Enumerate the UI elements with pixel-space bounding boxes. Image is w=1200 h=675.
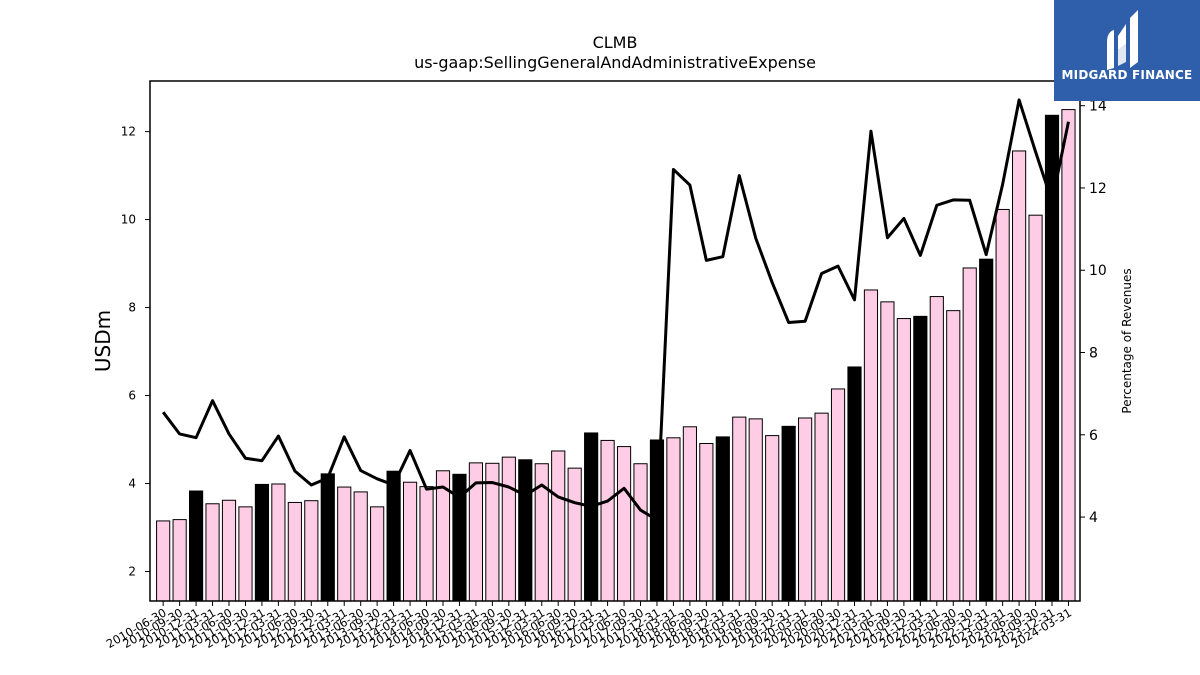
- bar-2012-03-31: [271, 483, 286, 602]
- bar-2017-06-30: [616, 446, 632, 602]
- axes-group: 246810124681012142010-06-302010-09-30201…: [104, 80, 1107, 651]
- y2-tick-label: 6: [1089, 428, 1098, 444]
- bar-2019-03-31: [732, 416, 747, 602]
- bar-2017-03-31: [600, 439, 615, 602]
- bar-2021-03-31: [863, 289, 879, 602]
- y-tick-label: 4: [128, 477, 136, 491]
- bar-2020-06-30: [814, 412, 829, 602]
- bar-2012-12-31: [320, 473, 335, 602]
- bar-2010-06-30: [156, 520, 171, 602]
- bar-2019-12-31: [781, 425, 796, 602]
- bar-2023-03-31: [995, 208, 1010, 602]
- bar-2020-03-31: [798, 417, 813, 602]
- y-axis-label: USDm: [91, 310, 115, 372]
- bar-2014-06-30: [419, 486, 434, 602]
- bar-2020-12-31: [847, 366, 862, 602]
- brand-logo: MIDGARD FINANCE: [1054, 0, 1200, 101]
- bar-2019-06-30: [748, 418, 763, 602]
- bar-2015-09-30: [501, 456, 516, 602]
- chart-title: CLMB: [593, 33, 638, 52]
- bar-2018-03-31: [666, 437, 681, 602]
- y-tick-label: 6: [128, 389, 136, 403]
- bar-2017-09-30: [633, 463, 648, 602]
- bar-2021-09-30: [896, 318, 911, 602]
- y2-tick-label: 14: [1089, 99, 1107, 115]
- bar-2016-12-31: [584, 432, 599, 602]
- percentage-line: [161, 98, 1070, 522]
- bar-2011-03-31: [205, 503, 220, 602]
- y2-tick-label: 4: [1089, 510, 1098, 526]
- bar-2010-09-30: [172, 519, 187, 602]
- bar-2021-06-30: [880, 301, 895, 602]
- y2-tick-label: 8: [1089, 346, 1098, 362]
- logo-text: MIDGARD FINANCE: [1061, 68, 1193, 82]
- y2-tick-label: 12: [1089, 181, 1107, 197]
- y-tick-label: 8: [128, 301, 136, 315]
- bar-2024-03-31: [1061, 109, 1076, 602]
- bar-2023-06-30: [1012, 150, 1027, 602]
- bar-2023-09-30: [1028, 214, 1043, 602]
- y2-axis-label: Percentage of Revenues: [1120, 268, 1134, 413]
- chart-subtitle: us-gaap:SellingGeneralAndAdministrativeE…: [414, 53, 816, 72]
- bar-2011-12-31: [254, 483, 270, 602]
- y-tick-label: 10: [121, 213, 136, 227]
- bar-2011-09-30: [238, 506, 253, 602]
- bar-2012-06-30: [287, 501, 302, 602]
- bar-2022-03-31: [929, 296, 944, 602]
- bar-2019-09-30: [765, 435, 780, 602]
- bar-2018-09-30: [699, 443, 714, 602]
- y-tick-label: 2: [128, 565, 136, 579]
- bars-group: [156, 109, 1076, 602]
- bar-2014-03-31: [402, 481, 418, 602]
- bar-2010-12-31: [189, 490, 204, 602]
- bar-2012-09-30: [304, 500, 319, 602]
- bar-2011-06-30: [221, 499, 237, 602]
- y2-tick-label: 10: [1089, 263, 1107, 279]
- bar-2021-12-31: [913, 315, 928, 602]
- bar-2022-12-31: [979, 258, 994, 602]
- y-tick-label: 12: [121, 125, 136, 139]
- bar-2013-06-30: [353, 491, 368, 602]
- bar-2016-09-30: [567, 467, 582, 602]
- bar-2013-09-30: [370, 506, 385, 602]
- bar-2018-06-30: [682, 426, 697, 602]
- logo-mark-icon: [1107, 10, 1138, 70]
- bar-2016-06-30: [551, 450, 566, 602]
- bar-2022-09-30: [962, 267, 977, 602]
- bar-2013-03-31: [337, 486, 352, 602]
- bar-2020-09-30: [830, 388, 846, 602]
- bar-2015-12-31: [518, 459, 533, 602]
- bar-2018-12-31: [715, 436, 730, 602]
- percentage-line-group: [161, 98, 1070, 522]
- plot-frame: [149, 80, 1081, 602]
- bar-2022-06-30: [946, 310, 961, 602]
- bar-2013-12-31: [386, 470, 401, 602]
